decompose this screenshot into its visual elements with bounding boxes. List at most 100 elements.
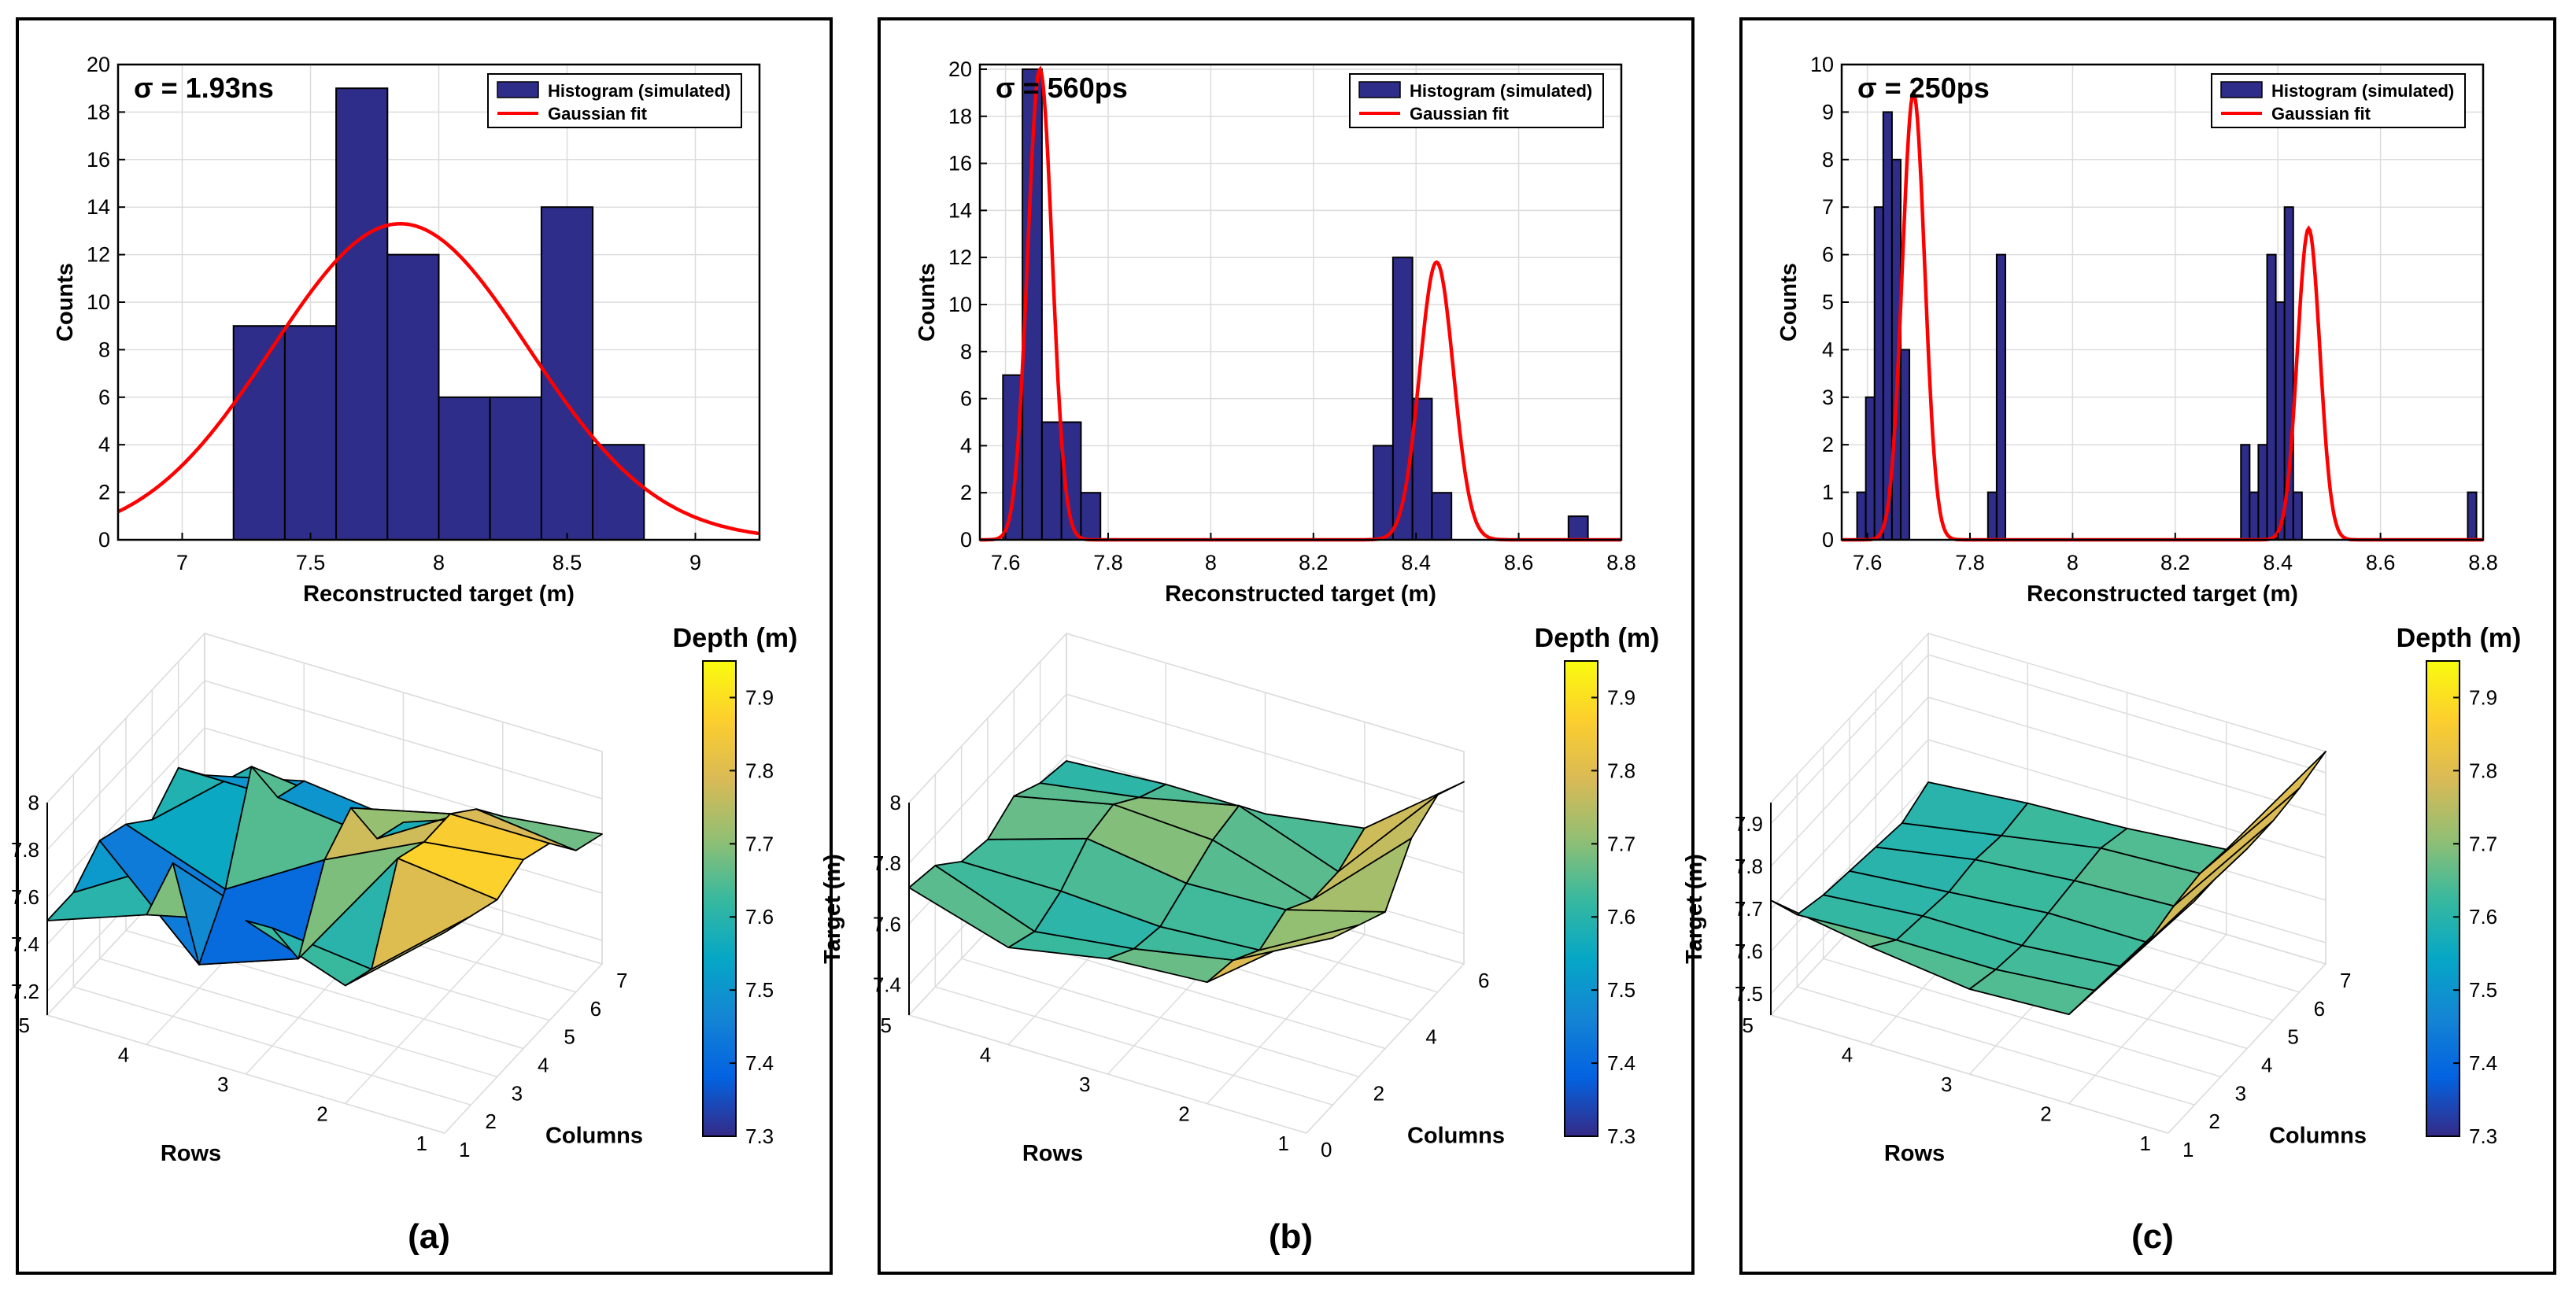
row-tick-label: 4: [118, 1043, 129, 1067]
y-tick-label: 16: [87, 148, 110, 172]
col-tick-label: 4: [1425, 1025, 1436, 1049]
colorbar-tick-label: 7.6: [2469, 905, 2497, 929]
y-tick-label: 6: [98, 386, 110, 409]
row-tick-label: 3: [1079, 1073, 1090, 1096]
colorbar-tick-label: 7.7: [1607, 832, 1635, 855]
gaussian-fit-line: [116, 222, 760, 536]
legend-swatch-histogram: [2220, 81, 2263, 98]
histogram-axes-box: [978, 63, 1623, 541]
floor-gridline: [1306, 963, 1465, 1134]
y-tick-label: 3: [1822, 386, 1834, 409]
x-tick-label: 7.8: [1093, 551, 1123, 574]
wall-gridline: [1066, 633, 1465, 752]
x-tick-label: 8.2: [1299, 551, 1329, 574]
z-tick-label: 7.6: [11, 885, 39, 909]
colorbar-tick-label: 7.7: [745, 832, 774, 855]
colorbar-tick-label: 7.3: [1607, 1124, 1635, 1148]
y-axis-label: Counts: [1776, 263, 1802, 342]
surface-face: [1337, 781, 1465, 873]
y-tick-label: 14: [948, 198, 972, 222]
x-tick-label: 8: [433, 551, 445, 574]
histogram-bar: [335, 87, 389, 541]
colorbar-tick-label: 7.4: [745, 1051, 774, 1075]
x-tick-label: 8.4: [2263, 551, 2293, 574]
z-tick-label: 7.7: [1735, 897, 1763, 921]
histogram-legend: Histogram (simulated) Gaussian fit: [1349, 73, 1604, 128]
surface-plot: 7.57.67.77.87.9123451234567RowsColumnsTa…: [1682, 623, 2521, 1166]
row-tick-label: 4: [980, 1043, 991, 1067]
row-tick-label: 4: [1842, 1043, 1853, 1067]
histogram-bar: [2249, 491, 2260, 541]
y-tick-label: 10: [87, 290, 110, 314]
col-tick-label: 0: [1321, 1138, 1332, 1161]
histogram-bar: [232, 325, 286, 541]
floor-gridline: [444, 963, 603, 1134]
z-tick-label: 7.6: [873, 912, 901, 936]
y-tick-label: 12: [948, 246, 972, 269]
colorbar-tick-label: 7.5: [745, 978, 774, 1002]
wall-gridline: [46, 727, 205, 898]
colorbar-tick-label: 7.5: [1607, 978, 1635, 1002]
y-tick-label: 14: [87, 195, 110, 219]
z-tick-label: 7.6: [1735, 940, 1763, 963]
legend-label-fit: Gaussian fit: [548, 104, 648, 124]
row-tick-label: 2: [1178, 1102, 1189, 1126]
histogram-bar: [1987, 491, 1998, 541]
x-tick-label: 7.8: [1955, 551, 1985, 574]
row-axis-label: Rows: [1022, 1141, 1083, 1166]
y-tick-label: 1: [1822, 481, 1834, 504]
row-axis-label: Rows: [161, 1141, 221, 1166]
floor-gridline: [2068, 933, 2227, 1105]
histogram-bar: [1899, 349, 1911, 541]
colorbar-title: Depth (m): [2397, 623, 2522, 653]
colorbar-tick-label: 7.6: [745, 905, 774, 929]
legend-swatch-histogram: [1358, 81, 1401, 98]
sigma-annotation: σ = 1.93ns: [134, 72, 274, 104]
z-tick-label: 7.4: [11, 932, 39, 956]
surface-face: [2199, 751, 2327, 874]
col-tick-label: 6: [1478, 969, 1489, 992]
panel-label: (b): [1269, 1217, 1313, 1256]
colorbar-title: Depth (m): [673, 623, 798, 653]
row-tick-label: 1: [1278, 1132, 1289, 1155]
panel-3-charts: 7.6 7.8 8 8.2 8.4 8.6 8.8012345678910Reconstru…: [1682, 53, 2521, 1256]
z-tick-label: 7.8: [873, 851, 901, 875]
x-axis-label: Reconstructed target (m): [1165, 582, 1436, 607]
wall-gridline: [1927, 696, 2327, 816]
histogram-bar: [1080, 492, 1102, 541]
histogram-bar: [2275, 301, 2286, 541]
col-tick-label: 5: [564, 1025, 575, 1049]
histogram-chart: 7 7.5 8 8.5 9 0 2 4 6 8 10 12 14 16 18 20 Reconstructed …: [53, 53, 761, 607]
row-tick-label: 3: [217, 1073, 228, 1096]
histogram-bar: [283, 325, 338, 541]
x-axis-label: Reconstructed target (m): [2027, 582, 2298, 607]
col-tick-label: 6: [2314, 997, 2325, 1021]
row-tick-label: 3: [1941, 1073, 1952, 1096]
panel-2-charts: 7.6 7.8 8 8.2 8.4 8.6 8.802468101214161820Reco…: [820, 57, 1659, 1256]
x-tick-label: 8.4: [1401, 551, 1431, 574]
histogram-bar: [1567, 515, 1589, 541]
histogram-bar: [2257, 444, 2268, 541]
z-axis-label: Target (m): [820, 854, 845, 964]
z-tick-label: 7.8: [1735, 855, 1763, 878]
y-tick-label: 8: [1822, 148, 1834, 172]
histogram-bar: [1865, 396, 1876, 541]
colorbar-tick-label: 7.9: [1607, 685, 1635, 709]
colorbar-tick-label: 7.6: [1607, 905, 1635, 929]
x-tick-label: 9: [689, 551, 701, 574]
y-tick-label: 18: [87, 100, 110, 124]
colorbar-title: Depth (m): [1535, 623, 1660, 653]
x-tick-label: 8.8: [1606, 551, 1636, 574]
x-tick-label: 8.6: [2366, 551, 2396, 574]
wall-gridline: [1927, 654, 2327, 774]
x-tick-label: 7.6: [1853, 551, 1883, 574]
colorbar-tick-label: 7.4: [2469, 1051, 2497, 1075]
row-tick-label: 5: [881, 1014, 892, 1037]
wall-gridline: [204, 633, 603, 752]
colorbar: 7.3 7.4 7.5 7.6 7.7 7.8 7.9 Depth (m): [1535, 623, 1660, 1148]
panel-label: (c): [2131, 1217, 2174, 1256]
y-tick-label: 4: [1822, 338, 1834, 361]
col-tick-label: 2: [1373, 1081, 1384, 1105]
z-tick-label: 8: [28, 791, 39, 814]
